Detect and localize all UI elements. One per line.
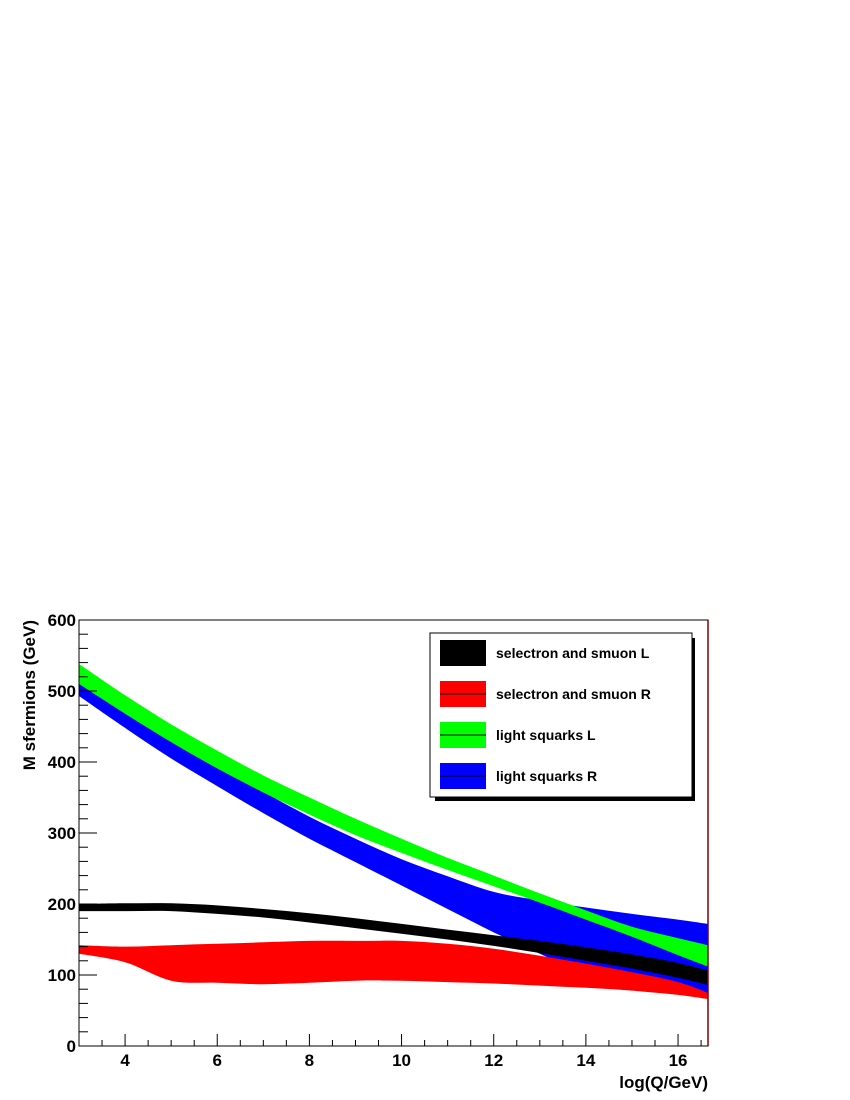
band-light-squarks-r [79, 678, 708, 997]
x-tick-label: 6 [213, 1051, 222, 1070]
legend-entry: light squarks R [440, 763, 597, 789]
y-tick-labels: 0 100 200 300 400 500 600 [48, 611, 76, 1056]
x-tick-label: 12 [484, 1051, 503, 1070]
y-tick-label: 500 [48, 682, 76, 701]
legend: selectron and smuon L selectron and smuon… [429, 632, 695, 801]
legend-entry: selectron and smuon L [440, 640, 650, 666]
x-tick-labels: 4 6 8 10 12 14 16 [120, 1051, 687, 1070]
x-tick-label: 16 [669, 1051, 688, 1070]
series-bands [79, 664, 708, 1000]
y-axis-title: M sfermions (GeV) [20, 620, 39, 770]
band-selectron-and-smuon-r [79, 940, 708, 1000]
x-tick-label: 8 [305, 1051, 314, 1070]
legend-label: light squarks L [496, 727, 596, 743]
x-tick-label: 4 [120, 1051, 130, 1070]
legend-entry: selectron and smuon R [440, 681, 651, 707]
x-tick-label: 14 [576, 1051, 595, 1070]
legend-label: light squarks R [496, 768, 597, 784]
y-tick-label: 0 [67, 1037, 76, 1056]
band-light-squarks-l [79, 664, 708, 967]
legend-entry: light squarks L [440, 722, 596, 748]
legend-label: selectron and smuon L [496, 645, 650, 661]
y-tick-label: 100 [48, 966, 76, 985]
y-tick-label: 200 [48, 895, 76, 914]
x-tick-label: 10 [392, 1051, 411, 1070]
legend-label: selectron and smuon R [496, 686, 651, 702]
x-axis-title: log(Q/GeV) [619, 1073, 708, 1092]
y-tick-label: 400 [48, 753, 76, 772]
y-tick-label: 600 [48, 611, 76, 630]
y-tick-label: 300 [48, 824, 76, 843]
